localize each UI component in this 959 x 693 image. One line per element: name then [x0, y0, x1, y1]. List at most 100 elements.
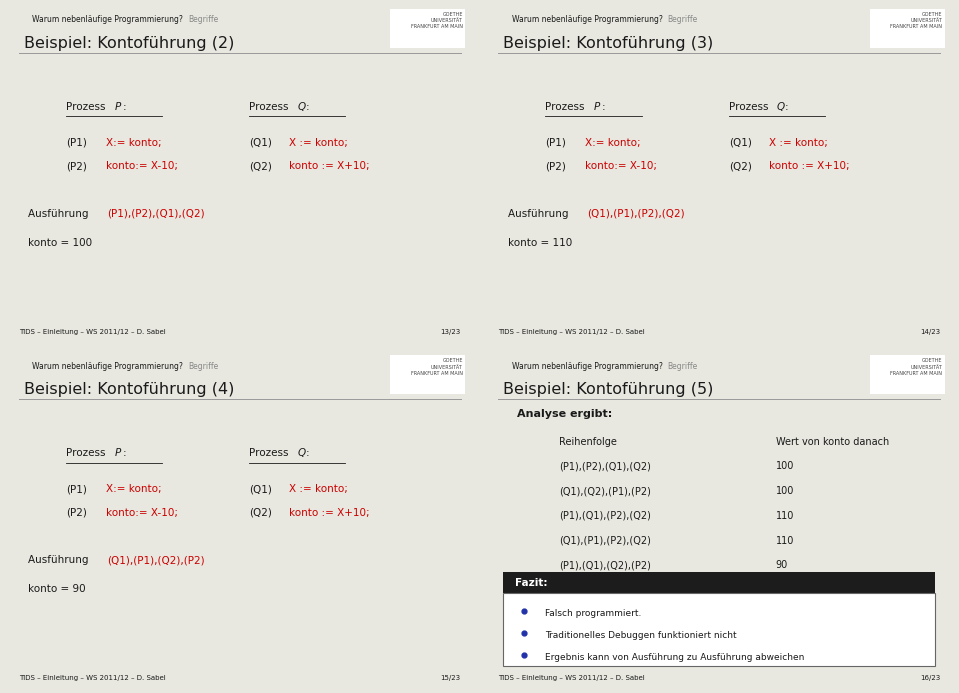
Text: Prozess: Prozess: [546, 102, 588, 112]
Text: (Q1): (Q1): [249, 484, 272, 494]
Text: X := konto;: X := konto;: [768, 138, 828, 148]
Text: Prozess: Prozess: [66, 448, 108, 459]
Text: TIDS – Einleitung – WS 2011/12 – D. Sabel: TIDS – Einleitung – WS 2011/12 – D. Sabe…: [499, 675, 645, 681]
Text: :: :: [306, 448, 309, 459]
Text: konto = 90: konto = 90: [29, 584, 86, 595]
Text: (Q1): (Q1): [249, 138, 272, 148]
Text: Ausführung: Ausführung: [508, 209, 572, 219]
Bar: [390, 355, 465, 394]
Text: 13/23: 13/23: [440, 328, 460, 335]
Text: :: :: [123, 448, 126, 459]
Text: TIDS – Einleitung – WS 2011/12 – D. Sabel: TIDS – Einleitung – WS 2011/12 – D. Sabe…: [19, 675, 166, 681]
Text: Q: Q: [297, 102, 306, 112]
Text: (Q2): (Q2): [249, 508, 272, 518]
Text: konto := X+10;: konto := X+10;: [289, 161, 370, 171]
Text: konto = 110: konto = 110: [508, 238, 572, 248]
Text: konto := X+10;: konto := X+10;: [289, 508, 370, 518]
Text: Prozess: Prozess: [249, 102, 292, 112]
Text: konto = 100: konto = 100: [29, 238, 92, 248]
Text: 15/23: 15/23: [440, 675, 460, 681]
Text: (P1),(Q1),(P2),(Q2): (P1),(Q1),(P2),(Q2): [559, 511, 651, 521]
Text: Begriffe: Begriffe: [667, 15, 698, 24]
Text: konto:= X-10;: konto:= X-10;: [105, 508, 177, 518]
Text: 14/23: 14/23: [920, 328, 940, 335]
Text: (P1),(P2),(Q1),(Q2): (P1),(P2),(Q1),(Q2): [107, 209, 205, 219]
Text: Prozess: Prozess: [729, 102, 771, 112]
Text: (P1): (P1): [546, 138, 566, 148]
Text: GOETHE
UNIVERSITÄT
FRANKFURT AM MAIN: GOETHE UNIVERSITÄT FRANKFURT AM MAIN: [411, 358, 463, 376]
Text: 100: 100: [776, 462, 794, 471]
Text: Ausführung: Ausführung: [29, 555, 92, 565]
Text: 90: 90: [776, 586, 788, 595]
Text: P: P: [114, 102, 121, 112]
Text: Warum nebenläufige Programmierung?: Warum nebenläufige Programmierung?: [512, 362, 663, 371]
Text: (Q1),(P1),(Q2),(P2): (Q1),(P1),(Q2),(P2): [107, 555, 205, 565]
Text: X := konto;: X := konto;: [289, 484, 348, 494]
Text: X := konto;: X := konto;: [289, 138, 348, 148]
Text: (Q2): (Q2): [249, 161, 272, 171]
Text: 110: 110: [776, 536, 794, 545]
Text: 90: 90: [776, 561, 788, 570]
Text: X:= konto;: X:= konto;: [585, 138, 641, 148]
Text: (P1): (P1): [66, 138, 86, 148]
Text: konto:= X-10;: konto:= X-10;: [105, 161, 177, 171]
Text: Prozess: Prozess: [249, 448, 292, 459]
Text: 100: 100: [776, 486, 794, 496]
Text: GOETHE
UNIVERSITÄT
FRANKFURT AM MAIN: GOETHE UNIVERSITÄT FRANKFURT AM MAIN: [411, 12, 463, 29]
Text: Traditionelles Debuggen funktioniert nicht: Traditionelles Debuggen funktioniert nic…: [546, 631, 737, 640]
Text: :: :: [602, 102, 605, 112]
Text: (P1): (P1): [66, 484, 86, 494]
Text: (P2): (P2): [546, 161, 566, 171]
Text: konto := X+10;: konto := X+10;: [768, 161, 850, 171]
Text: Warum nebenläufige Programmierung?: Warum nebenläufige Programmierung?: [512, 15, 663, 24]
Text: :: :: [306, 102, 309, 112]
Text: (P2): (P2): [66, 508, 86, 518]
Text: (Q1),(P1),(P2),(Q2): (Q1),(P1),(P2),(Q2): [587, 209, 685, 219]
Bar: [503, 572, 935, 593]
Text: P: P: [594, 102, 600, 112]
Text: Warum nebenläufige Programmierung?: Warum nebenläufige Programmierung?: [33, 362, 183, 371]
Text: Warum nebenläufige Programmierung?: Warum nebenläufige Programmierung?: [33, 15, 183, 24]
Text: (P1),(Q1),(Q2),(P2): (P1),(Q1),(Q2),(P2): [559, 561, 651, 570]
Text: GOETHE
UNIVERSITÄT
FRANKFURT AM MAIN: GOETHE UNIVERSITÄT FRANKFURT AM MAIN: [891, 358, 943, 376]
Text: X:= konto;: X:= konto;: [105, 484, 161, 494]
Text: konto:= X-10;: konto:= X-10;: [585, 161, 657, 171]
Text: Ausführung: Ausführung: [29, 209, 92, 219]
Text: Begriffe: Begriffe: [188, 362, 219, 371]
Text: Fazit:: Fazit:: [515, 577, 548, 588]
Text: Q: Q: [777, 102, 785, 112]
Text: (P1),(P2),(Q1),(Q2): (P1),(P2),(Q1),(Q2): [559, 462, 651, 471]
Bar: [870, 8, 945, 48]
Text: Beispiel: Kontoführung (4): Beispiel: Kontoführung (4): [24, 383, 234, 397]
Bar: [870, 355, 945, 394]
Text: (Q1),(P1),(P2),(Q2): (Q1),(P1),(P2),(Q2): [559, 536, 651, 545]
Text: Q: Q: [297, 448, 306, 459]
Text: (P2): (P2): [66, 161, 86, 171]
Bar: [390, 8, 465, 48]
Text: X:= konto;: X:= konto;: [105, 138, 161, 148]
Text: P: P: [114, 448, 121, 459]
Text: :: :: [785, 102, 788, 112]
Text: (Q1),(Q2),(P1),(P2): (Q1),(Q2),(P1),(P2): [559, 486, 651, 496]
Text: Analyse ergibt:: Analyse ergibt:: [517, 410, 613, 419]
Text: Begriffe: Begriffe: [188, 15, 219, 24]
Text: Ergebnis kann von Ausführung zu Ausführung abweichen: Ergebnis kann von Ausführung zu Ausführu…: [546, 653, 805, 663]
Text: Falsch programmiert.: Falsch programmiert.: [546, 609, 642, 618]
Text: Prozess: Prozess: [66, 102, 108, 112]
Text: (Q1): (Q1): [729, 138, 752, 148]
Text: Beispiel: Kontoführung (2): Beispiel: Kontoführung (2): [24, 36, 234, 51]
Text: 16/23: 16/23: [920, 675, 940, 681]
Text: TIDS – Einleitung – WS 2011/12 – D. Sabel: TIDS – Einleitung – WS 2011/12 – D. Sabe…: [19, 328, 166, 335]
Bar: [503, 593, 935, 666]
Text: Reihenfolge: Reihenfolge: [559, 437, 618, 446]
Text: :: :: [123, 102, 126, 112]
Text: Beispiel: Kontoführung (5): Beispiel: Kontoführung (5): [503, 383, 713, 397]
Text: Wert von konto danach: Wert von konto danach: [776, 437, 889, 446]
Text: (Q1),(P1),(Q2),(P2): (Q1),(P1),(Q2),(P2): [559, 586, 651, 595]
Text: TIDS – Einleitung – WS 2011/12 – D. Sabel: TIDS – Einleitung – WS 2011/12 – D. Sabe…: [499, 328, 645, 335]
Text: Begriffe: Begriffe: [667, 362, 698, 371]
Text: GOETHE
UNIVERSITÄT
FRANKFURT AM MAIN: GOETHE UNIVERSITÄT FRANKFURT AM MAIN: [891, 12, 943, 29]
Text: Beispiel: Kontoführung (3): Beispiel: Kontoführung (3): [503, 36, 713, 51]
Text: 110: 110: [776, 511, 794, 521]
Text: (Q2): (Q2): [729, 161, 752, 171]
